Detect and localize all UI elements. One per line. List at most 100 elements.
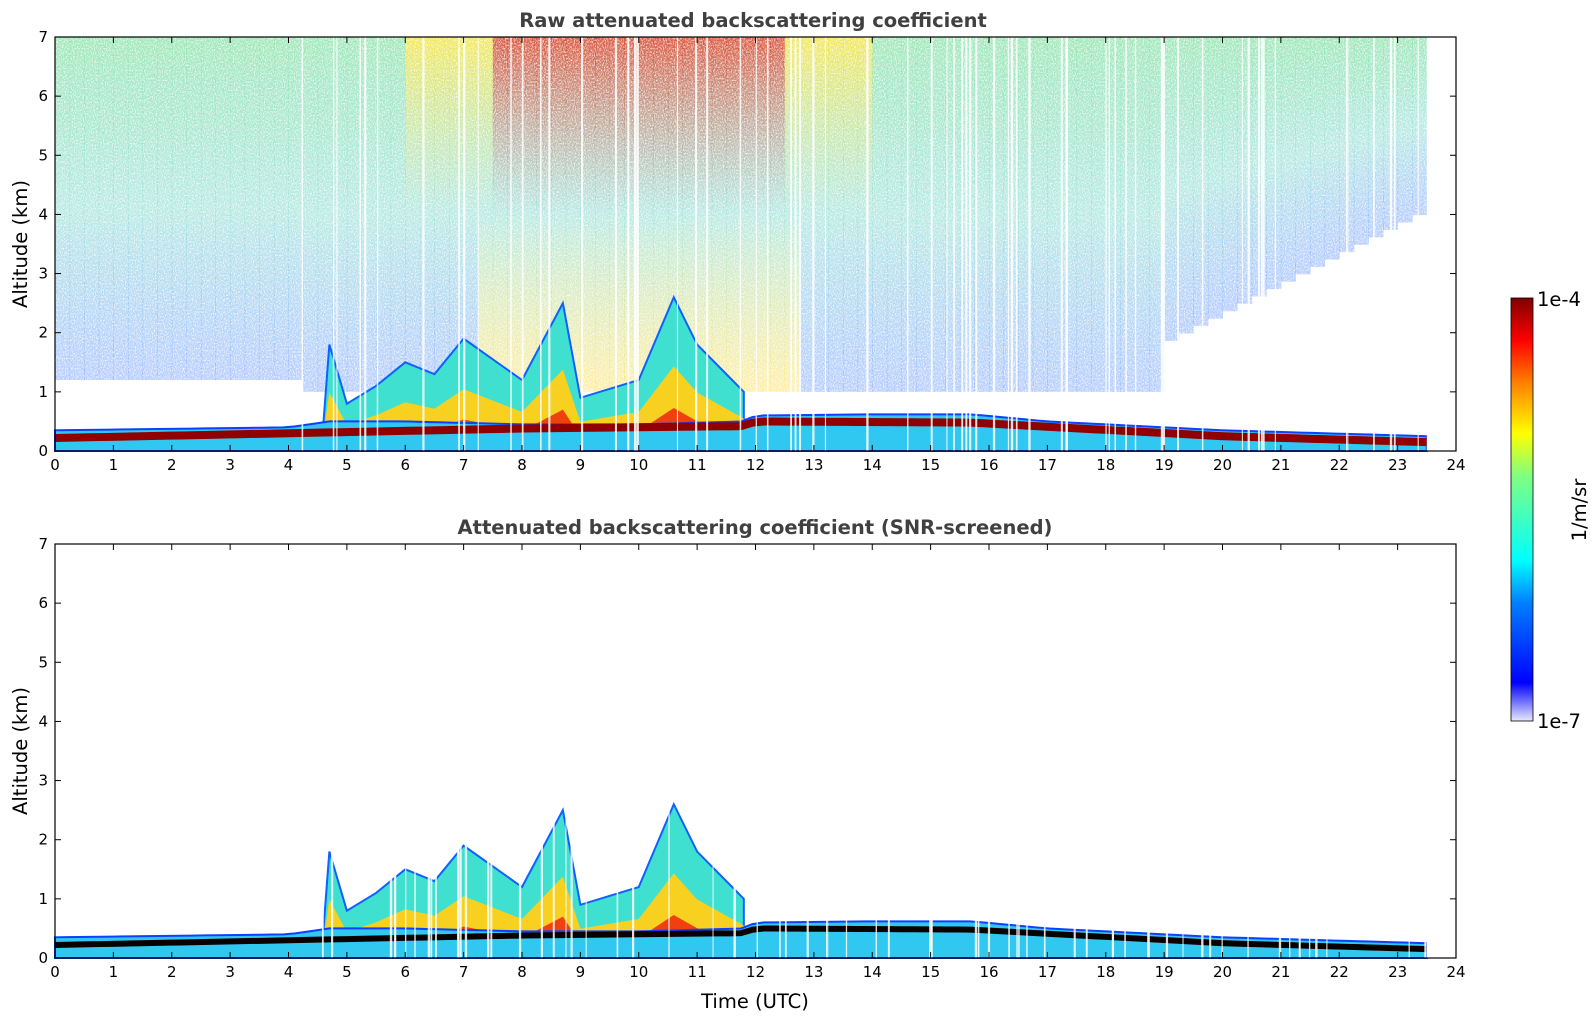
gap-line [510,37,512,451]
y-tick-label: 5 [38,653,48,671]
gap-line [518,544,522,958]
gap-line [1201,37,1204,451]
gap-line [977,544,980,958]
gap-line [1221,544,1223,958]
gap-line [969,37,972,451]
snr-panel-title: Attenuated backscattering coefficient (S… [458,516,1053,539]
gap-line [1274,37,1276,451]
x-tick-label: 3 [225,456,235,474]
x-tick-label: 1 [109,456,119,474]
gap-line [616,544,619,958]
y-tick-label: 0 [38,949,48,967]
gap-line [1373,37,1375,451]
gap-line [961,37,964,451]
gap-line [521,37,524,451]
gap-line [975,37,978,451]
x-tick-label: 7 [459,963,469,981]
gap-line [1060,37,1063,451]
gap-line [1010,37,1014,451]
x-tick-label: 10 [629,456,648,474]
snr-plot-frame [54,543,1457,959]
gap-line [1308,544,1311,958]
gap-line [1160,37,1163,451]
x-tick-label: 17 [1038,456,1057,474]
cloud-band [54,925,1427,953]
gap-line [336,37,338,451]
gap-line [1073,544,1076,958]
x-tick-label: 2 [167,963,177,981]
y-tick-label: 7 [38,535,48,553]
gap-line [359,37,362,451]
surface-layer-fill [54,920,1428,959]
raw-heatmap-layer [54,37,1456,452]
gap-line [1007,37,1009,451]
gap-line [1424,544,1427,958]
gap-line [706,37,709,451]
gap-line [1008,544,1010,958]
gap-line [1241,37,1243,451]
gap-line [929,544,931,958]
gap-line [826,544,828,958]
gap-line [930,544,933,958]
snr-y-axis-label: Altitude (km) [9,687,32,815]
x-tick-label: 23 [1388,456,1407,474]
gap-line [394,544,397,958]
x-tick-label: 15 [921,963,940,981]
gap-line [548,37,551,451]
gap-line [1298,544,1301,958]
x-tick-label: 4 [284,963,294,981]
gap-line [459,544,462,958]
x-tick-label: 19 [1155,456,1174,474]
gap-line [1105,37,1107,451]
data-gaps [321,544,1456,958]
gap-line [570,544,573,958]
gap-line [1147,544,1150,958]
gap-line [1262,37,1265,451]
x-tick-label: 22 [1330,456,1349,474]
y-tick-label: 6 [38,87,48,105]
x-tick-label: 17 [1038,963,1057,981]
gap-line [1124,544,1126,958]
x-tick-label: 7 [459,456,469,474]
gap-line [1018,544,1020,958]
colorbar-min-label: 1e-7 [1537,710,1581,733]
y-tick-label: 4 [38,205,48,223]
gap-line [464,544,468,958]
x-tick-label: 12 [746,963,765,981]
gap-line [552,544,555,958]
gap-line [565,544,567,958]
gap-line [794,37,797,451]
gap-line [427,544,431,958]
gap-line [1289,544,1291,958]
gap-line [974,544,978,958]
gap-line [1177,37,1180,451]
gap-line [1417,37,1419,451]
colorbar-unit-label: 1/m/sr [1568,478,1591,542]
gap-line [987,544,991,958]
x-tick-label: 22 [1330,963,1349,981]
gap-line [540,544,544,958]
gap-line [790,37,793,451]
gap-line [1043,544,1046,958]
gap-line [405,544,407,958]
raw-y-ticks: 0 1 2 3 4 5 6 7 [38,28,1456,460]
gap-line [1247,544,1249,958]
gap-line [712,544,714,958]
gap-line [331,544,334,958]
x-tick-label: 23 [1388,963,1407,981]
gap-line [766,37,769,451]
snr-heatmap-layer [54,544,1456,959]
x-tick-label: 21 [1271,456,1290,474]
gap-line [887,544,890,958]
gap-line [1257,37,1260,451]
x-tick-label: 6 [400,963,410,981]
x-tick-label: 13 [804,456,823,474]
snr-y-ticks: 0 1 2 3 4 5 6 7 [38,535,1456,967]
no-data-region [1426,37,1456,451]
gap-line [992,37,996,451]
y-tick-label: 1 [38,383,48,401]
gap-line [1315,544,1318,958]
gap-line [1165,544,1169,958]
gap-line [321,544,324,958]
y-tick-label: 1 [38,890,48,908]
